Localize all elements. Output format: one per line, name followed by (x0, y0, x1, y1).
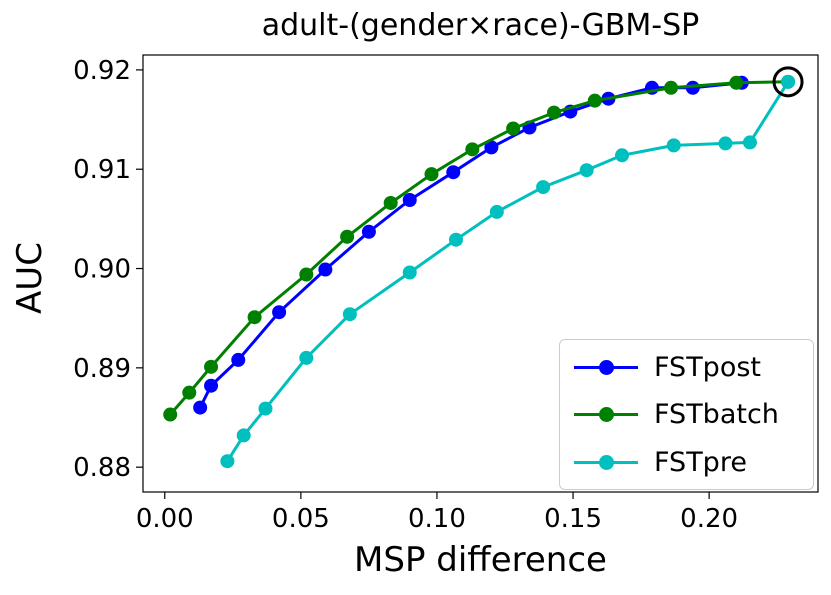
data-point-fstpre (615, 148, 630, 163)
data-point-fstbatch (506, 121, 521, 136)
legend-item-fstpost: FSTpost (572, 350, 761, 384)
y-tick-label: 0.91 (73, 155, 131, 185)
data-point-fstpost (361, 224, 376, 239)
legend: FSTpost FSTbatch FSTpre (559, 339, 814, 490)
data-point-fstpre (489, 204, 504, 219)
data-point-fstpost (318, 262, 333, 277)
x-axis-label: MSP difference (354, 540, 607, 580)
data-point-fstpost (204, 378, 219, 393)
legend-swatch-fstpost (572, 350, 640, 384)
data-point-fstpost (685, 80, 700, 95)
data-point-fstbatch (729, 75, 744, 90)
legend-swatch-fstpre (572, 445, 640, 479)
data-point-fstpost (446, 165, 461, 180)
data-point-fstpre (666, 138, 681, 153)
data-point-fstbatch (247, 310, 262, 325)
data-point-fstpost (402, 193, 417, 208)
legend-label-fstpre: FSTpre (654, 446, 747, 478)
data-point-fstbatch (465, 142, 480, 157)
data-point-fstpre (220, 454, 235, 469)
data-point-fstpost (231, 352, 246, 367)
data-point-fstbatch (182, 385, 197, 400)
data-point-fstbatch (424, 167, 439, 182)
x-tick-label: 0.20 (680, 504, 738, 534)
x-tick-label: 0.00 (136, 504, 194, 534)
plot-frame (142, 54, 819, 493)
x-tick-label: 0.15 (544, 504, 602, 534)
data-point-fstpre (342, 307, 357, 322)
chart-title: adult-(gender×race)-GBM-SP (261, 8, 700, 43)
data-point-fstpost (193, 400, 208, 415)
data-point-fstbatch (664, 80, 679, 95)
data-point-fstpre (536, 180, 551, 195)
data-point-fstbatch (587, 93, 602, 108)
y-tick-label: 0.90 (73, 255, 131, 285)
data-point-fstpost (484, 140, 499, 155)
data-point-fstpre (781, 74, 796, 89)
legend-label-fstpost: FSTpost (654, 351, 761, 383)
data-point-fstbatch (340, 229, 355, 244)
data-point-fstbatch (383, 195, 398, 210)
legend-label-fstbatch: FSTbatch (654, 398, 779, 430)
data-point-fstpost (272, 305, 287, 320)
legend-item-fstbatch: FSTbatch (572, 397, 779, 431)
data-point-fstpre (742, 135, 757, 150)
data-point-fstbatch (204, 359, 219, 374)
legend-item-fstpre: FSTpre (572, 445, 747, 479)
data-point-fstpre (402, 265, 417, 280)
legend-swatch-fstbatch (572, 397, 640, 431)
data-point-fstpre (718, 136, 733, 151)
data-point-fstpre (236, 428, 251, 443)
data-point-fstbatch (299, 267, 314, 282)
y-tick-label: 0.89 (73, 354, 131, 384)
highlight-circle (772, 66, 804, 98)
y-tick-label: 0.88 (73, 453, 131, 483)
y-tick-label: 0.92 (73, 56, 131, 86)
y-axis-label: AUC (10, 242, 50, 314)
x-tick-label: 0.10 (408, 504, 466, 534)
data-point-fstpre (258, 401, 273, 416)
data-point-fstbatch (546, 105, 561, 120)
data-point-fstpre (579, 163, 594, 178)
x-tick-label: 0.05 (272, 504, 330, 534)
data-point-fstpre (449, 232, 464, 247)
data-point-fstbatch (163, 407, 178, 422)
data-point-fstpre (299, 350, 314, 365)
